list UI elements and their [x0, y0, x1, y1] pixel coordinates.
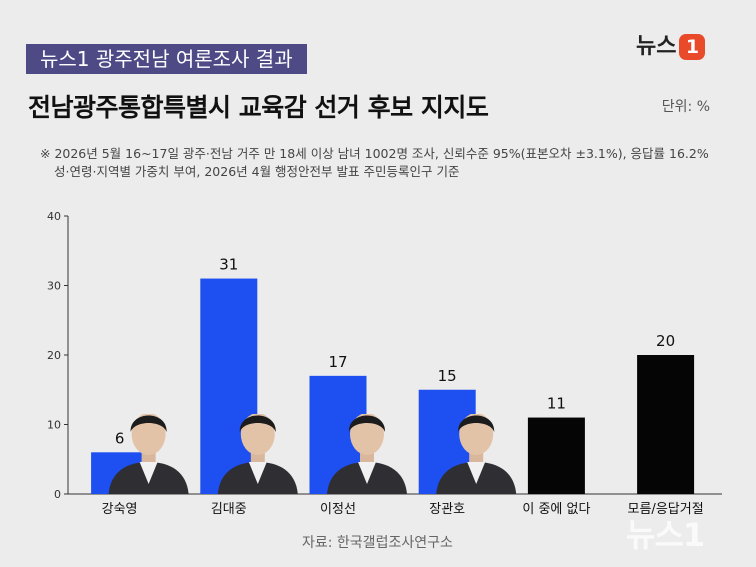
survey-note-line-1: ※ 2026년 5월 16~17일 광주·전남 거주 만 18세 이상 남녀 1…	[40, 146, 709, 161]
category-label: 김대중	[211, 502, 247, 517]
category-label: 이 중에 없다	[522, 502, 590, 517]
chart-title: 전남광주통합특별시 교육감 선거 후보 지지도	[28, 93, 489, 122]
logo-text: 뉴스	[636, 34, 677, 59]
y-tick-label: 20	[47, 349, 61, 362]
category-label: 강숙영	[102, 502, 138, 517]
person-collar-shape	[358, 462, 376, 484]
data-label: 17	[328, 353, 347, 371]
y-tick-label: 0	[54, 488, 61, 501]
logo-number-badge: 1	[679, 34, 706, 60]
person-collar-shape	[467, 462, 486, 484]
category-label: 모름/응답거절	[628, 502, 704, 517]
news1-watermark: 뉴스1	[626, 516, 705, 554]
survey-note-line-2: 성·연령·지역별 가중치 부여, 2026년 4월 행정안전부 발표 주민등록인…	[54, 164, 460, 179]
candidate-photo	[436, 414, 517, 494]
person-collar-shape	[139, 462, 158, 484]
y-tick-label: 40	[47, 210, 61, 223]
data-label: 15	[438, 367, 457, 385]
person-hair-shape	[130, 415, 167, 432]
bar	[200, 278, 258, 494]
person-hair-shape	[239, 415, 276, 432]
person-hair-shape	[348, 415, 386, 432]
person-face-shape	[459, 414, 494, 455]
candidate-photo	[108, 414, 189, 494]
y-tick-label: 30	[47, 280, 61, 293]
bar	[637, 355, 695, 494]
candidate-photo	[327, 414, 407, 494]
unit-label: 단위: %	[661, 99, 710, 115]
data-label: 31	[219, 256, 238, 274]
survey-note: ※ 2026년 5월 16~17일 광주·전남 거주 만 18세 이상 남녀 1…	[40, 145, 740, 181]
person-hair-shape	[458, 415, 495, 432]
bar	[527, 417, 585, 494]
data-label: 20	[656, 332, 675, 350]
person-face-shape	[240, 414, 275, 455]
person-collar-shape	[248, 462, 267, 484]
y-tick-label: 10	[47, 419, 61, 432]
survey-banner: 뉴스1 광주전남 여론조사 결과	[26, 44, 307, 74]
news1-logo: 뉴스 1	[636, 28, 706, 60]
person-face-shape	[350, 414, 384, 455]
data-label: 6	[115, 429, 125, 447]
candidate-photo	[217, 414, 298, 494]
category-label: 장관호	[429, 502, 465, 517]
category-label: 이정선	[320, 502, 356, 517]
data-label: 11	[547, 395, 566, 413]
source-label: 자료: 한국갤럽조사연구소	[302, 535, 453, 551]
person-face-shape	[131, 414, 166, 455]
